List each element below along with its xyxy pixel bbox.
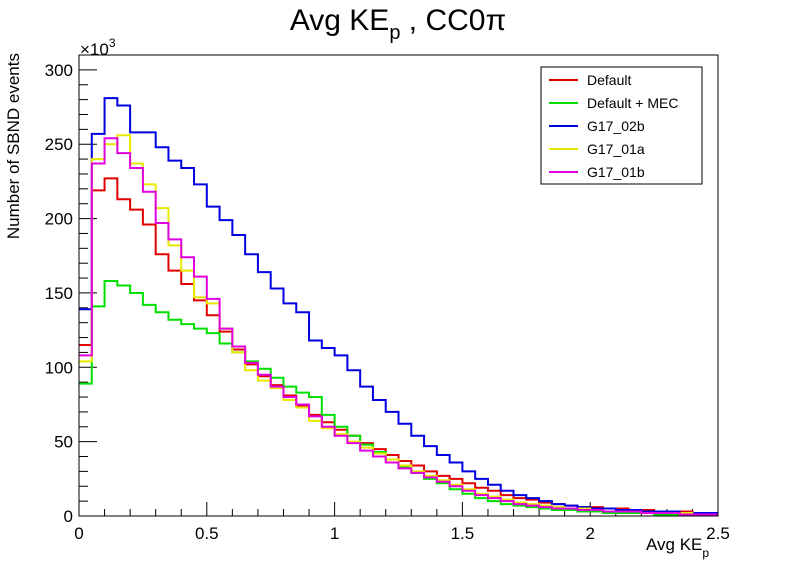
legend-label-g17-01a: G17_01a [587,141,645,157]
y-axis-multiplier-base: ×10 [80,40,109,59]
x-tick-label: 0 [74,524,83,543]
chart-title-sub: p [389,22,400,44]
legend-label-g17-02b: G17_02b [587,118,645,134]
x-tick-label: 1.5 [451,524,475,543]
x-tick-label: 1 [330,524,339,543]
y-tick-label: 150 [45,284,73,303]
chart-title-suffix: , CC0π [400,4,506,37]
y-axis-multiplier: ×103 [80,36,116,59]
x-axis-label-main: Avg KE [646,535,702,554]
y-tick-label: 0 [64,507,73,526]
series-line-default-mec [79,280,718,516]
series-line-g17-01b [79,137,718,516]
series-group [79,97,718,516]
plot-frame [78,54,719,517]
x-axis-label-sub: p [702,546,709,560]
chart-title: Avg KEp , CC0π [290,4,506,44]
series-line-g17-02b [79,97,718,515]
y-tick-label: 100 [45,358,73,377]
legend-label-default-mec: Default + MEC [587,95,678,111]
y-tick-label: 300 [45,61,73,80]
legend-label-g17-01b: G17_01b [587,164,645,180]
x-tick-label: 0.5 [195,524,219,543]
x-tick-label: 2.5 [706,524,730,543]
x-tick-label: 2 [585,524,594,543]
y-axis-label: Number of SBND events [4,53,23,239]
y-tick-label: 50 [54,433,73,452]
y-tick-label: 250 [45,135,73,154]
y-tick-label: 200 [45,210,73,229]
legend-label-default: Default [587,72,631,88]
y-axis-multiplier-exponent: 3 [109,36,116,50]
axes-group: 0 0.5 1 1.5 2 2.5 0 50 100 150 200 250 300 [45,54,730,543]
legend: Default Default + MEC G17_02b G17_01a G17_01… [540,66,703,185]
x-axis-label: Avg KEp [646,535,709,560]
chart-title-main: Avg KE [290,4,390,37]
